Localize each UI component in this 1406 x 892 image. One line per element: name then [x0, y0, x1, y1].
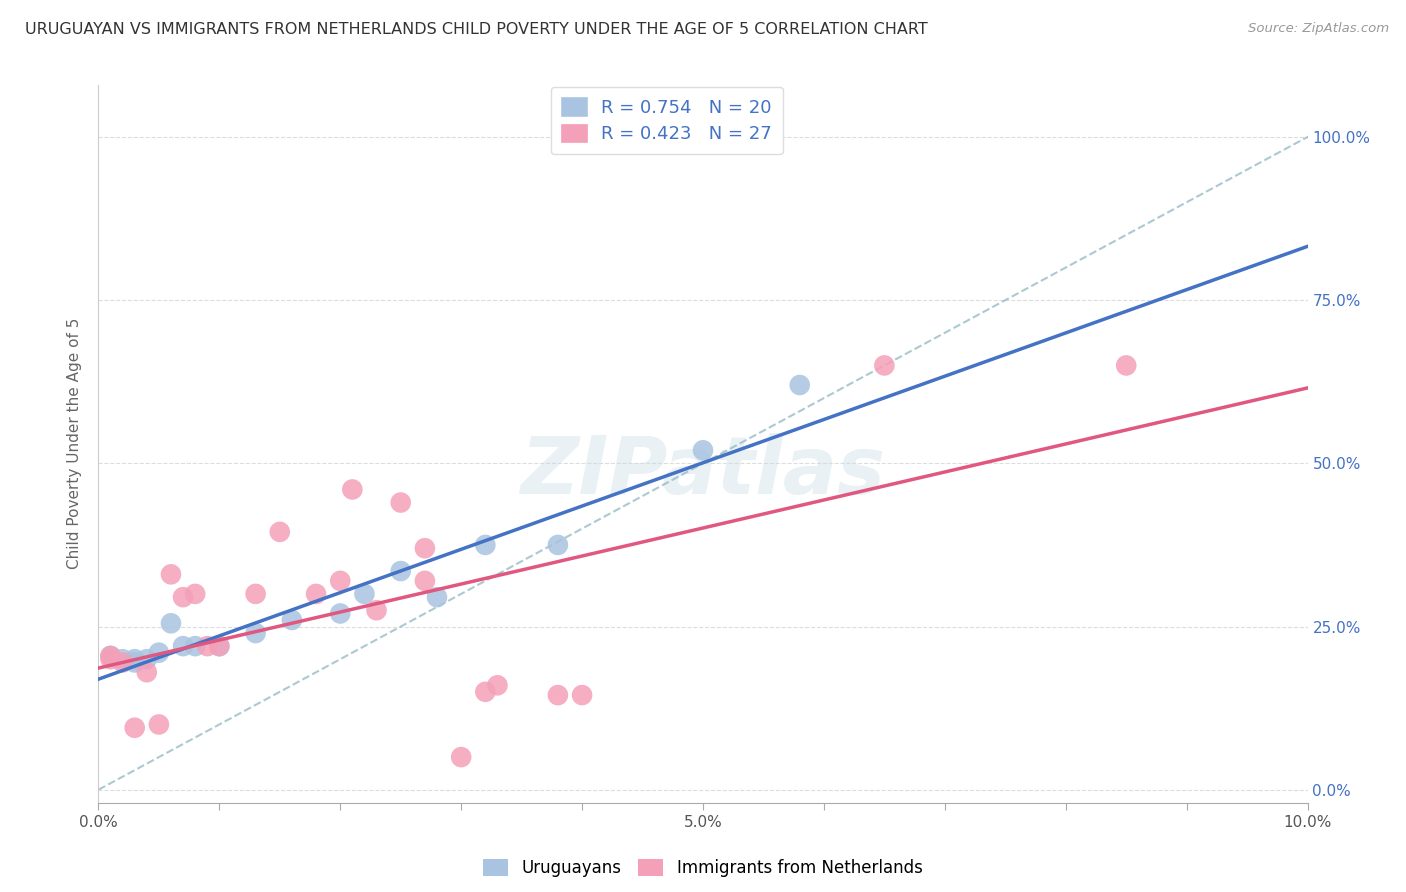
Point: [135, 652, 157, 666]
Point: [571, 688, 593, 702]
Point: [208, 639, 231, 653]
Point: [124, 721, 146, 735]
Text: ZIPatlas: ZIPatlas: [520, 434, 886, 511]
Point: [547, 538, 569, 552]
Point: [245, 587, 267, 601]
Point: [172, 590, 194, 604]
Point: [111, 656, 134, 670]
Point: [789, 378, 811, 392]
Point: [100, 652, 122, 666]
Point: [124, 652, 146, 666]
Point: [172, 639, 194, 653]
Point: [184, 587, 207, 601]
Point: [195, 639, 218, 653]
Point: [426, 590, 449, 604]
Point: [413, 541, 436, 556]
Point: [329, 607, 352, 621]
Point: [547, 688, 569, 702]
Point: [148, 646, 170, 660]
Point: [450, 750, 472, 764]
Point: [281, 613, 304, 627]
Point: [413, 574, 436, 588]
Point: [160, 616, 183, 631]
Text: URUGUAYAN VS IMMIGRANTS FROM NETHERLANDS CHILD POVERTY UNDER THE AGE OF 5 CORREL: URUGUAYAN VS IMMIGRANTS FROM NETHERLANDS…: [25, 22, 928, 37]
Point: [692, 443, 714, 458]
Point: [148, 717, 170, 731]
Point: [100, 648, 122, 663]
Point: [1115, 359, 1137, 373]
Point: [389, 495, 412, 509]
Legend: R = 0.754   N = 20, R = 0.423   N = 27: R = 0.754 N = 20, R = 0.423 N = 27: [551, 87, 783, 154]
Point: [245, 626, 267, 640]
Point: [353, 587, 375, 601]
Point: [184, 639, 207, 653]
Point: [111, 652, 134, 666]
Point: [135, 665, 157, 680]
Y-axis label: Child Poverty Under the Age of 5: Child Poverty Under the Age of 5: [67, 318, 83, 569]
Point: [124, 656, 146, 670]
Point: [486, 678, 509, 692]
Point: [366, 603, 388, 617]
Point: [474, 685, 496, 699]
Point: [342, 483, 364, 497]
Point: [474, 538, 496, 552]
Point: [305, 587, 328, 601]
Point: [100, 648, 122, 663]
Legend: Uruguayans, Immigrants from Netherlands: Uruguayans, Immigrants from Netherlands: [477, 852, 929, 884]
Point: [873, 359, 896, 373]
Point: [329, 574, 352, 588]
Point: [208, 639, 231, 653]
Text: Source: ZipAtlas.com: Source: ZipAtlas.com: [1249, 22, 1389, 36]
Point: [269, 524, 291, 539]
Point: [160, 567, 183, 582]
Point: [389, 564, 412, 578]
